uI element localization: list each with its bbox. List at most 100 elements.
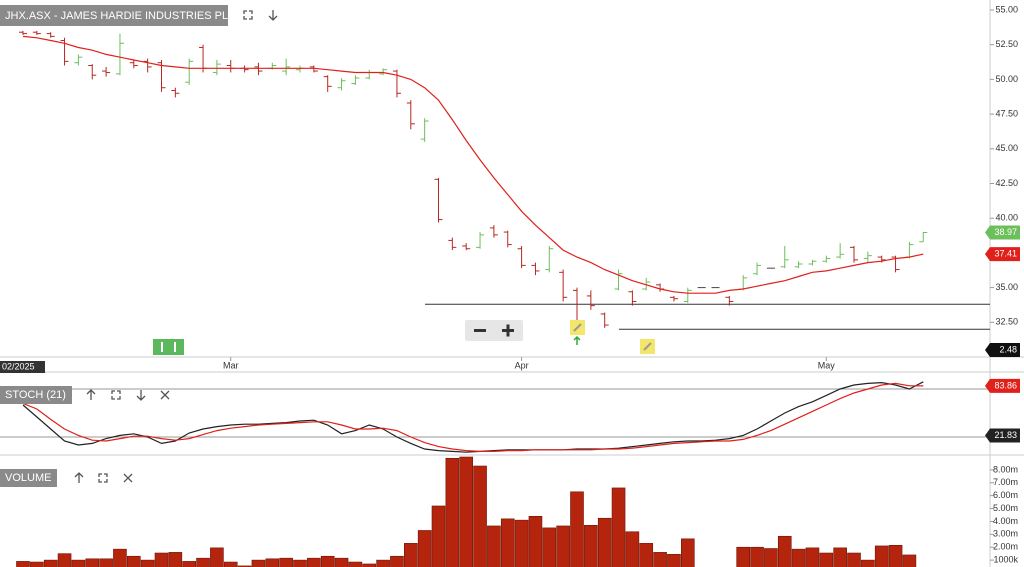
volume-bar bbox=[265, 558, 280, 567]
volume-bar bbox=[625, 531, 640, 567]
volume-bar bbox=[764, 548, 778, 567]
cursor-tag bbox=[985, 343, 1020, 357]
volume-bar bbox=[528, 515, 543, 567]
y-tick-label: 42.50 bbox=[995, 178, 1018, 188]
move-down-icon[interactable] bbox=[136, 390, 146, 401]
y-tick-label: 5.00m bbox=[993, 503, 1018, 513]
close-icon[interactable] bbox=[123, 473, 133, 483]
volume-bar bbox=[791, 548, 806, 567]
y-tick-label: 50.00 bbox=[995, 74, 1018, 84]
panel-title: VOLUME bbox=[5, 472, 51, 484]
volume-bar bbox=[237, 565, 252, 567]
volume-bar bbox=[833, 547, 847, 567]
volume-bar bbox=[279, 557, 293, 567]
event-marker[interactable] bbox=[153, 339, 184, 355]
volume-bar bbox=[417, 530, 432, 567]
volume-bar bbox=[43, 559, 58, 567]
volume-bar bbox=[348, 561, 363, 567]
price-tag bbox=[985, 247, 1020, 262]
move-up-icon[interactable] bbox=[74, 472, 84, 483]
volume-bar bbox=[362, 563, 377, 567]
volume-bar bbox=[30, 561, 44, 567]
volume-bar bbox=[127, 555, 141, 567]
y-tick-label: 2.00m bbox=[993, 542, 1018, 552]
marks: 55.0052.5050.0047.5045.0042.5040.0037.50… bbox=[0, 4, 1020, 567]
volume-bar bbox=[251, 559, 266, 567]
y-tick-label: 8.00m bbox=[993, 464, 1018, 474]
price-tag-label: 21.83 bbox=[994, 430, 1017, 440]
y-tick-label: 6.00m bbox=[993, 490, 1018, 500]
y-tick-label: 35.00 bbox=[995, 282, 1018, 292]
volume-bar bbox=[902, 554, 917, 567]
start-date-label: 02/2025 bbox=[2, 361, 35, 371]
volume-bar bbox=[611, 487, 626, 567]
price-tag bbox=[985, 378, 1020, 393]
volume-bar bbox=[487, 525, 501, 567]
overlay: JHX.ASX - JAMES HARDIE INDUSTRIES PLC 02… bbox=[0, 5, 655, 487]
volume-bar bbox=[874, 545, 889, 567]
volume-bar bbox=[736, 546, 751, 567]
volume-bar bbox=[888, 544, 903, 567]
volume-bar bbox=[597, 517, 612, 567]
pencil bbox=[573, 323, 582, 332]
volume-bar bbox=[805, 547, 820, 567]
volume-bar bbox=[750, 546, 764, 567]
volume-bar bbox=[85, 558, 100, 567]
volume-bar bbox=[639, 543, 654, 567]
y-tick-label: 40.00 bbox=[995, 213, 1018, 223]
volume-bar bbox=[459, 456, 474, 567]
title-box bbox=[0, 386, 72, 404]
close-icon[interactable] bbox=[160, 390, 170, 400]
maximize-icon[interactable] bbox=[111, 390, 121, 400]
volume-bar bbox=[542, 527, 557, 567]
volume-bar bbox=[473, 465, 487, 567]
pencil bbox=[643, 342, 652, 351]
date-box bbox=[0, 361, 45, 373]
volume-bar bbox=[514, 519, 529, 567]
event-marker-bars bbox=[161, 342, 176, 352]
volume-bar bbox=[390, 555, 404, 567]
volume-bar bbox=[570, 491, 584, 567]
price-tag-label: 37.41 bbox=[994, 249, 1017, 259]
maximize-icon[interactable] bbox=[243, 10, 253, 20]
volume-bar bbox=[584, 525, 598, 567]
volume-bar bbox=[293, 559, 307, 567]
maximize-icon[interactable] bbox=[98, 473, 108, 483]
cursor-value: 2.48 bbox=[999, 344, 1017, 354]
volume-bar bbox=[777, 535, 792, 567]
move-down-icon[interactable] bbox=[268, 10, 278, 21]
volume-bar bbox=[307, 557, 321, 567]
volume-bar bbox=[431, 505, 446, 567]
volume-bar bbox=[113, 548, 127, 567]
volume-bar bbox=[653, 552, 667, 567]
title-box bbox=[0, 469, 57, 487]
y-tick-label: 55.00 bbox=[995, 4, 1018, 14]
volume-bar bbox=[154, 552, 169, 567]
volume-bar bbox=[556, 525, 570, 567]
volume-bar bbox=[320, 555, 335, 567]
volume-bar bbox=[500, 518, 515, 567]
y-tick-label: 3.00m bbox=[993, 529, 1018, 539]
volume-bar bbox=[667, 554, 681, 567]
y-tick-label: 47.50 bbox=[995, 108, 1018, 118]
volume-bar bbox=[403, 543, 418, 567]
y-tick-label: 1000k bbox=[993, 554, 1018, 564]
volume-bar bbox=[847, 552, 861, 567]
moving-average-line bbox=[22, 35, 924, 294]
zoom-controls bbox=[465, 320, 523, 341]
volume-bar bbox=[196, 557, 210, 567]
y-tick-label: 45.00 bbox=[995, 143, 1018, 153]
x-tick-label: Mar bbox=[223, 360, 239, 370]
volume-bar bbox=[445, 457, 460, 567]
y-tick-label: 4.00m bbox=[993, 516, 1018, 526]
volume-bar bbox=[680, 538, 695, 567]
volume-bar bbox=[16, 561, 30, 567]
panel-title: STOCH (21) bbox=[5, 389, 66, 401]
title-box bbox=[0, 5, 228, 26]
zoom-in-button[interactable] bbox=[502, 324, 514, 337]
move-up-icon[interactable] bbox=[86, 389, 96, 400]
x-tick-label: May bbox=[818, 360, 836, 370]
volume-bar bbox=[140, 559, 155, 567]
volume-bar bbox=[819, 552, 834, 567]
